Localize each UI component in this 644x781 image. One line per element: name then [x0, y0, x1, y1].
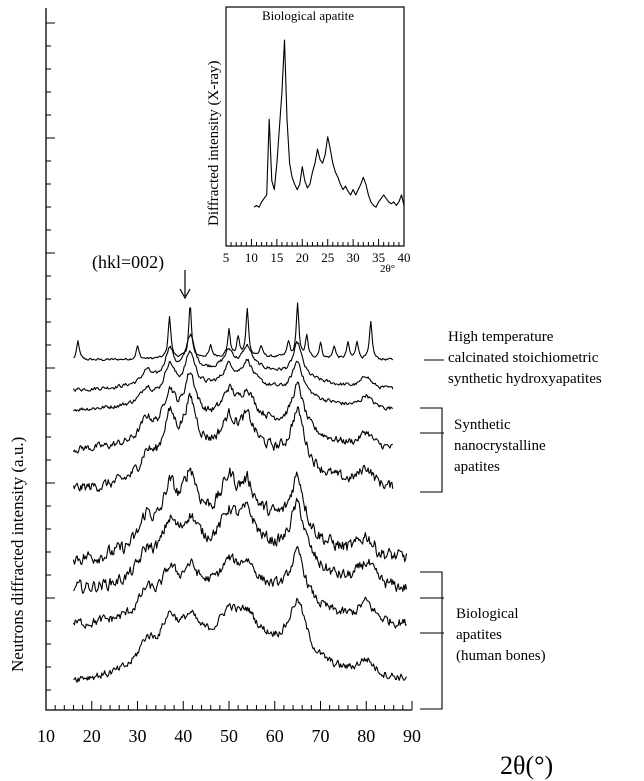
inset-chart: 5 10 15 20 25 30 35 40 Biological apatite Diffr…: [206, 7, 411, 275]
inset-x-tick-label: 5: [223, 250, 230, 265]
inset-title: Biological apatite: [262, 8, 354, 23]
group-label-line: synthetic hydroxyapatites: [448, 371, 602, 387]
inset-frame: [226, 7, 404, 246]
hkl-arrow: [180, 270, 190, 298]
main-x-tick-label: 50: [220, 726, 238, 746]
inset-x-tick-label: 10: [245, 250, 258, 265]
diffraction-trace: [74, 303, 393, 361]
group-label-line: Biological: [456, 606, 519, 622]
main-x-axis-label: 2θ(°): [500, 751, 553, 780]
main-x-tick-label: 70: [312, 726, 330, 746]
main-y-axis-label: Neutrons diffracted intensity (a.u.): [8, 437, 27, 672]
diffraction-trace: [74, 547, 407, 629]
main-x-tick-label: 80: [357, 726, 375, 746]
group-label-line: nanocrystalline: [454, 438, 546, 454]
group-label-line: apatites: [456, 627, 502, 643]
main-x-tick-label: 10: [37, 726, 55, 746]
main-x-tick-label: 30: [129, 726, 147, 746]
group-bracket: [420, 572, 442, 709]
group-label-line: Synthetic: [454, 417, 511, 433]
group-labels: High temperature calcinated stoichiometri…: [420, 329, 602, 709]
inset-axes: [226, 7, 404, 246]
main-x-tick-label: 60: [266, 726, 284, 746]
diffraction-trace: [74, 393, 393, 491]
group-label-line: (human bones): [456, 648, 546, 664]
group-label-line: calcinated stoichiometric: [448, 350, 599, 366]
diffraction-trace: [74, 498, 407, 593]
group-bracket: [420, 408, 442, 492]
diffraction-trace: [74, 468, 407, 565]
inset-x-tick-label: 30: [347, 250, 360, 265]
hkl-annotation: (hkl=002): [92, 252, 164, 273]
inset-x-tick-label: 15: [270, 250, 283, 265]
diffraction-trace: [74, 334, 393, 391]
inset-y-axis-label: Diffracted intensity (X-ray): [206, 61, 222, 227]
main-x-tick-label: 90: [403, 726, 421, 746]
main-traces: [74, 303, 407, 682]
group-label-line: High temperature: [448, 329, 554, 345]
inset-x-tick-label: 20: [296, 250, 309, 265]
inset-x-tick-label: 40: [398, 250, 411, 265]
inset-x-tick-label: 25: [321, 250, 334, 265]
group-label-line: apatites: [454, 459, 500, 475]
main-x-tick-label: 20: [83, 726, 101, 746]
inset-x-axis-label: 2θ°: [380, 263, 395, 275]
main-x-tick-labels: 10 20 30 40 50 60 70 80 90: [37, 726, 421, 746]
main-x-tick-label: 40: [174, 726, 192, 746]
